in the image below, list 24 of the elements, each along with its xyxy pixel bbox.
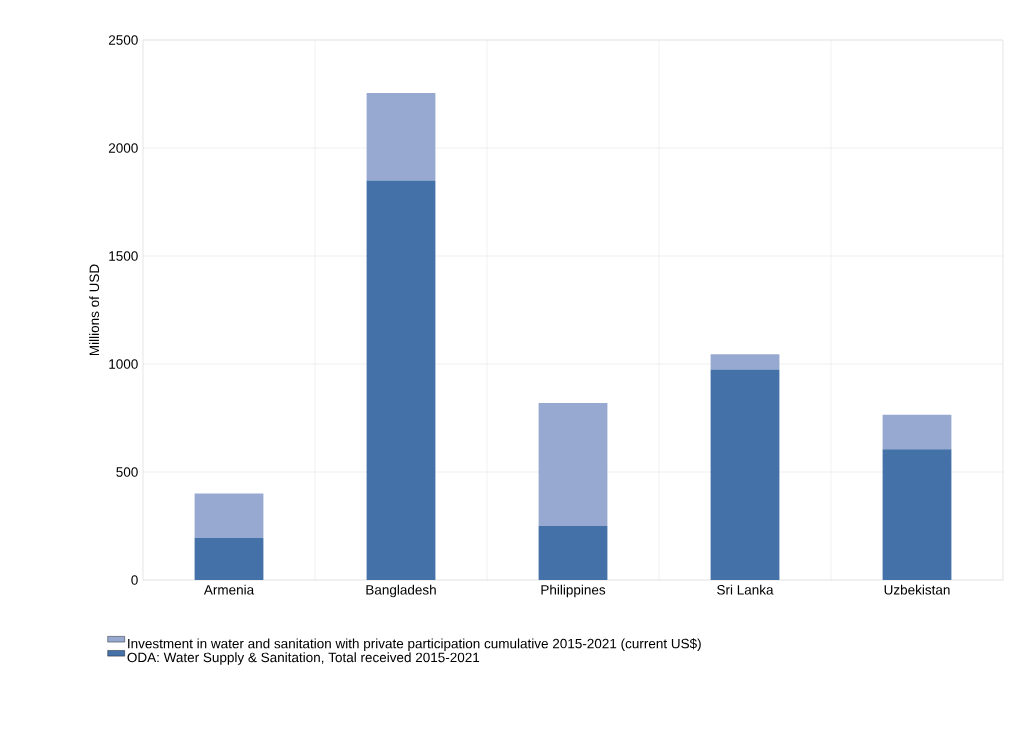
- y-tick-label: 2000: [108, 143, 138, 153]
- bar: [366, 92, 436, 181]
- bar: [366, 180, 436, 580]
- bar: [882, 449, 952, 580]
- legend-label: ODA: Water Supply & Sanitation, Total received 2015-2021: [127, 652, 480, 665]
- y-tick-label: 500: [116, 467, 138, 477]
- x-tick-label: Bangladesh: [366, 584, 436, 598]
- bar: [538, 402, 608, 526]
- x-tick-label: Sri Lanka: [717, 584, 774, 595]
- y-tick-label: 1000: [109, 359, 138, 369]
- bar: [882, 414, 952, 450]
- x-tick-label: Philippines: [541, 584, 606, 598]
- bar: [710, 354, 780, 370]
- bar: [194, 537, 264, 580]
- y-axis-title: Millions of USD: [89, 264, 100, 356]
- x-tick-label: Uzbekistan: [884, 584, 950, 595]
- bar: [194, 493, 264, 538]
- y-tick-label: 0: [131, 575, 138, 585]
- legend-label: Investment in water and sanitation with private participation cumulative 2015-2021 (current US$): [128, 638, 701, 652]
- y-tick-label: 2500: [108, 35, 138, 45]
- x-tick-label: Armenia: [203, 584, 255, 595]
- y-tick-label: 1500: [109, 251, 138, 261]
- bar: [710, 369, 780, 580]
- bar: [538, 526, 608, 580]
